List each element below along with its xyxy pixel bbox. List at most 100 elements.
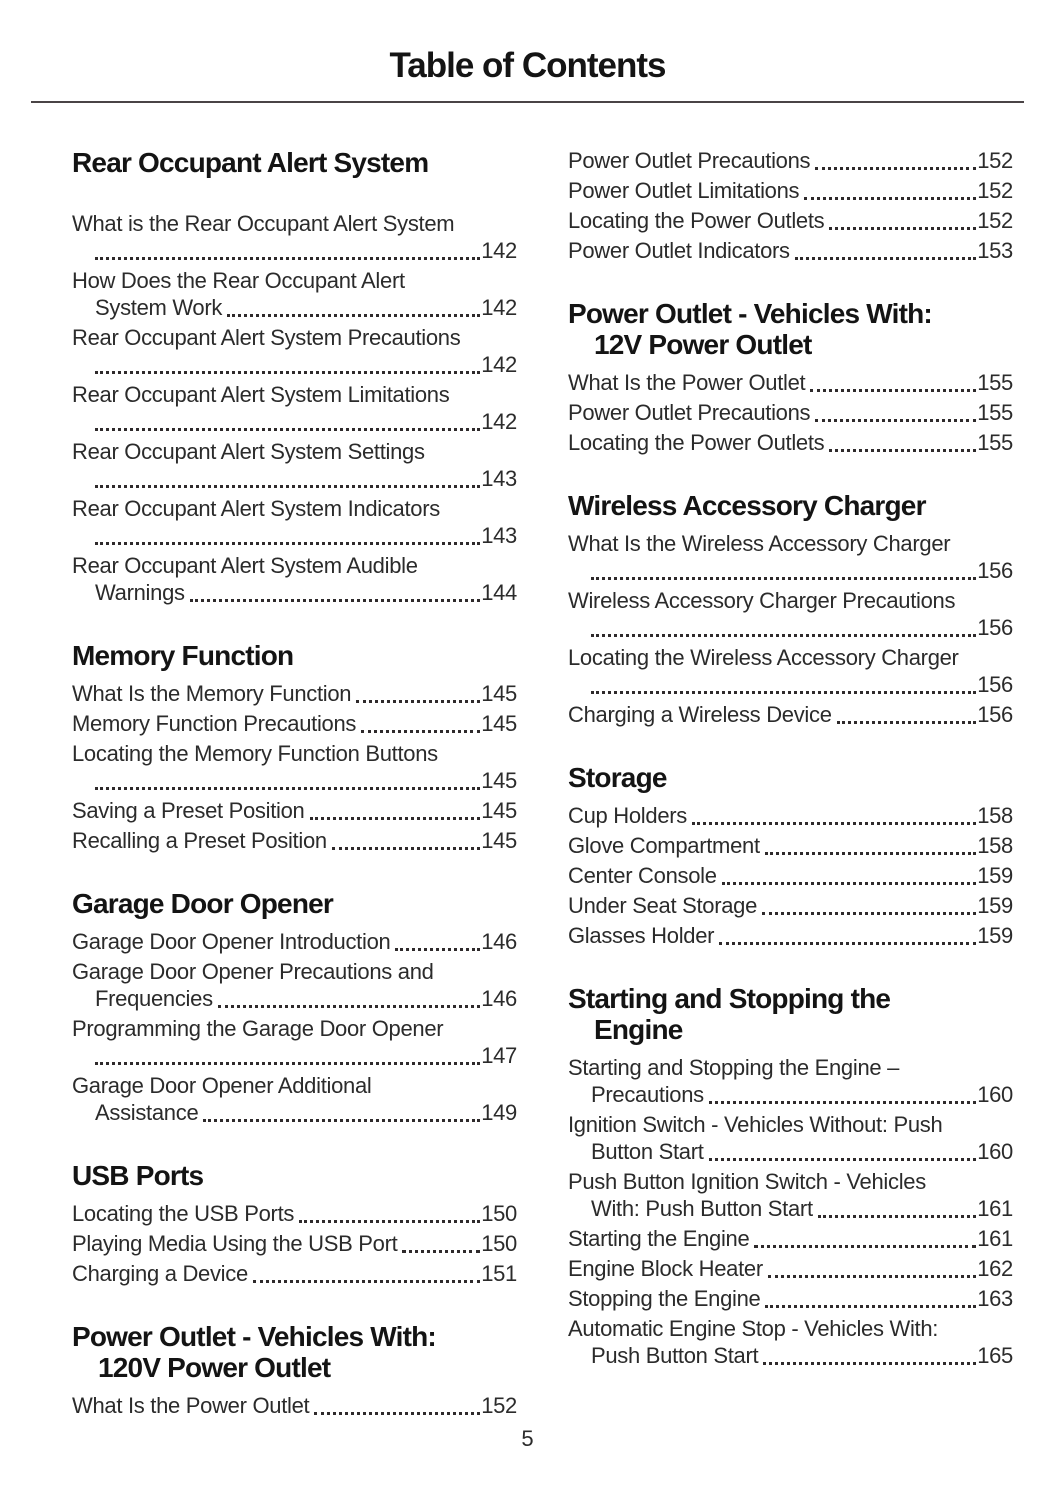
section-heading: USB Ports (72, 1160, 517, 1191)
toc-entry-text: Garage Door Opener Introduction (72, 929, 391, 954)
toc-entry[interactable]: Rear Occupant Alert System Audible Warnin… (72, 552, 517, 606)
dot-leader (754, 1245, 977, 1248)
toc-entry[interactable]: Stopping the Engine 163 (568, 1285, 1013, 1312)
toc-entry[interactable]: Locating the Power Outlets 155 (568, 429, 1013, 456)
section-heading-line: Engine (594, 1014, 683, 1045)
toc-entry-leader-row: Under Seat Storage 159 (568, 892, 1013, 919)
toc-entry[interactable]: Garage Door Opener Introduction 146 (72, 928, 517, 955)
toc-entry[interactable]: Engine Block Heater 162 (568, 1255, 1013, 1282)
toc-entry[interactable]: Charging a Wireless Device 156 (568, 701, 1013, 728)
entry-page-number: 156 (977, 672, 1013, 697)
dot-leader (95, 787, 481, 790)
toc-entry-text: Assistance (95, 1100, 199, 1125)
toc-entry[interactable]: What is the Rear Occupant Alert System 14… (72, 210, 517, 264)
section-heading-line: USB Ports (72, 1160, 204, 1191)
toc-entry[interactable]: Saving a Preset Position 145 (72, 797, 517, 824)
toc-entry[interactable]: Locating the Wireless Accessory Charger 1… (568, 644, 1013, 698)
toc-entry-leader-row: Recalling a Preset Position 145 (72, 827, 517, 854)
toc-entry[interactable]: Locating the Power Outlets 152 (568, 207, 1013, 234)
toc-section: Power Outlet Precautions 152 Power Outlet … (568, 147, 1013, 264)
toc-entry-leader-row: Button Start 160 (568, 1138, 1013, 1165)
toc-entry-text: Wireless Accessory Charger Precautions (568, 588, 956, 613)
toc-entry[interactable]: Power Outlet Precautions 155 (568, 399, 1013, 426)
dot-leader (691, 822, 977, 825)
toc-entry-text: Stopping the Engine (568, 1286, 761, 1311)
section-heading: Memory Function (72, 640, 517, 671)
toc-entry-text: Locating the Memory Function Buttons (72, 741, 438, 766)
toc-entry[interactable]: What Is the Wireless Accessory Charger 15… (568, 530, 1013, 584)
toc-entry-text: Charging a Wireless Device (568, 702, 832, 727)
toc-entry[interactable]: Center Console 159 (568, 862, 1013, 889)
toc-entry[interactable]: Power Outlet Indicators 153 (568, 237, 1013, 264)
toc-entry[interactable]: Rear Occupant Alert System Precautions 14… (72, 324, 517, 378)
toc-entry[interactable]: Programming the Garage Door Opener 147 (72, 1015, 517, 1069)
toc-entry-leader-row: Playing Media Using the USB Port 150 (72, 1230, 517, 1257)
toc-entry-leader-row: Saving a Preset Position 145 (72, 797, 517, 824)
toc-entry-leader-row: Center Console 159 (568, 862, 1013, 889)
toc-entry-leader-row: 142 (72, 408, 517, 435)
toc-entry[interactable]: Wireless Accessory Charger Precautions 15… (568, 587, 1013, 641)
page-title: Table of Contents (389, 46, 667, 85)
toc-entry[interactable]: Glove Compartment 158 (568, 832, 1013, 859)
toc-entry-leader-row: Power Outlet Limitations 152 (568, 177, 1013, 204)
toc-entry[interactable]: Power Outlet Precautions 152 (568, 147, 1013, 174)
entry-page-number: 151 (481, 1261, 517, 1286)
toc-entry-text: How Does the Rear Occupant Alert (72, 268, 405, 293)
dot-leader (95, 428, 481, 431)
toc-entry[interactable]: Playing Media Using the USB Port 150 (72, 1230, 517, 1257)
section-heading-line: Starting and Stopping the (568, 983, 891, 1014)
toc-entry[interactable]: Glasses Holder 159 (568, 922, 1013, 949)
dot-leader (95, 542, 481, 545)
toc-entry-leader-row: Power Outlet Precautions 152 (568, 147, 1013, 174)
entry-page-number: 142 (481, 409, 517, 434)
entry-page-number: 145 (481, 798, 517, 823)
toc-entry[interactable]: Power Outlet Limitations 152 (568, 177, 1013, 204)
toc-entry-text: Charging a Device (72, 1261, 248, 1286)
toc-section: Power Outlet - Vehicles With: 12V Power O… (568, 298, 1013, 456)
toc-entry-text: Push Button Ignition Switch - Vehicles (568, 1169, 926, 1194)
entry-page-number: 155 (977, 370, 1013, 395)
toc-entry[interactable]: Garage Door Opener Precautions and Freque… (72, 958, 517, 1012)
dot-leader (203, 1119, 481, 1122)
toc-entry[interactable]: Starting and Stopping the Engine – Precau… (568, 1054, 1013, 1108)
toc-entry-leader-row: What Is the Power Outlet 152 (72, 1392, 517, 1419)
toc-entry[interactable]: Locating the USB Ports 150 (72, 1200, 517, 1227)
entry-page-number: 147 (481, 1043, 517, 1068)
toc-entry-text: Rear Occupant Alert System Indicators (72, 496, 440, 521)
toc-entry[interactable]: Garage Door Opener Additional Assistance 1… (72, 1072, 517, 1126)
toc-entry-text: Button Start (591, 1139, 704, 1164)
toc-entry[interactable]: Automatic Engine Stop - Vehicles With: Pu… (568, 1315, 1013, 1369)
toc-entry[interactable]: Ignition Switch - Vehicles Without: Push… (568, 1111, 1013, 1165)
toc-entry[interactable]: Rear Occupant Alert System Limitations 14… (72, 381, 517, 435)
toc-entry[interactable]: What Is the Memory Function 145 (72, 680, 517, 707)
toc-entry[interactable]: What Is the Power Outlet 155 (568, 369, 1013, 396)
dot-leader (762, 912, 977, 915)
toc-entry-text: Locating the Power Outlets (568, 208, 825, 233)
dot-leader (767, 1275, 977, 1278)
dot-leader (299, 1220, 481, 1223)
toc-entry-text: Ignition Switch - Vehicles Without: Push (568, 1112, 943, 1137)
entry-page-number: 142 (481, 352, 517, 377)
toc-entry-text: Recalling a Preset Position (72, 828, 327, 853)
toc-entry[interactable]: Memory Function Precautions 145 (72, 710, 517, 737)
toc-entry-leader-row: Locating the Power Outlets 152 (568, 207, 1013, 234)
toc-entry[interactable]: Cup Holders 158 (568, 802, 1013, 829)
toc-entry[interactable]: Starting the Engine 161 (568, 1225, 1013, 1252)
dot-leader (765, 1305, 977, 1308)
toc-entry[interactable]: Recalling a Preset Position 145 (72, 827, 517, 854)
toc-entry[interactable]: Push Button Ignition Switch - Vehicles Wi… (568, 1168, 1013, 1222)
dot-leader (764, 852, 977, 855)
toc-section: Starting and Stopping the Engine Starting … (568, 983, 1013, 1369)
toc-entry[interactable]: Locating the Memory Function Buttons 145 (72, 740, 517, 794)
toc-entry[interactable]: What Is the Power Outlet 152 (72, 1392, 517, 1419)
toc-entry-text: Engine Block Heater (568, 1256, 763, 1281)
toc-entry[interactable]: How Does the Rear Occupant Alert System W… (72, 267, 517, 321)
entry-page-number: 144 (481, 580, 517, 605)
toc-entry[interactable]: Rear Occupant Alert System Settings 143 (72, 438, 517, 492)
toc-section: Memory Function What Is the Memory Functi… (72, 640, 517, 854)
toc-entry[interactable]: Under Seat Storage 159 (568, 892, 1013, 919)
toc-entry[interactable]: Rear Occupant Alert System Indicators 143 (72, 495, 517, 549)
entry-page-number: 156 (977, 615, 1013, 640)
dot-leader (829, 227, 977, 230)
toc-entry[interactable]: Charging a Device 151 (72, 1260, 517, 1287)
